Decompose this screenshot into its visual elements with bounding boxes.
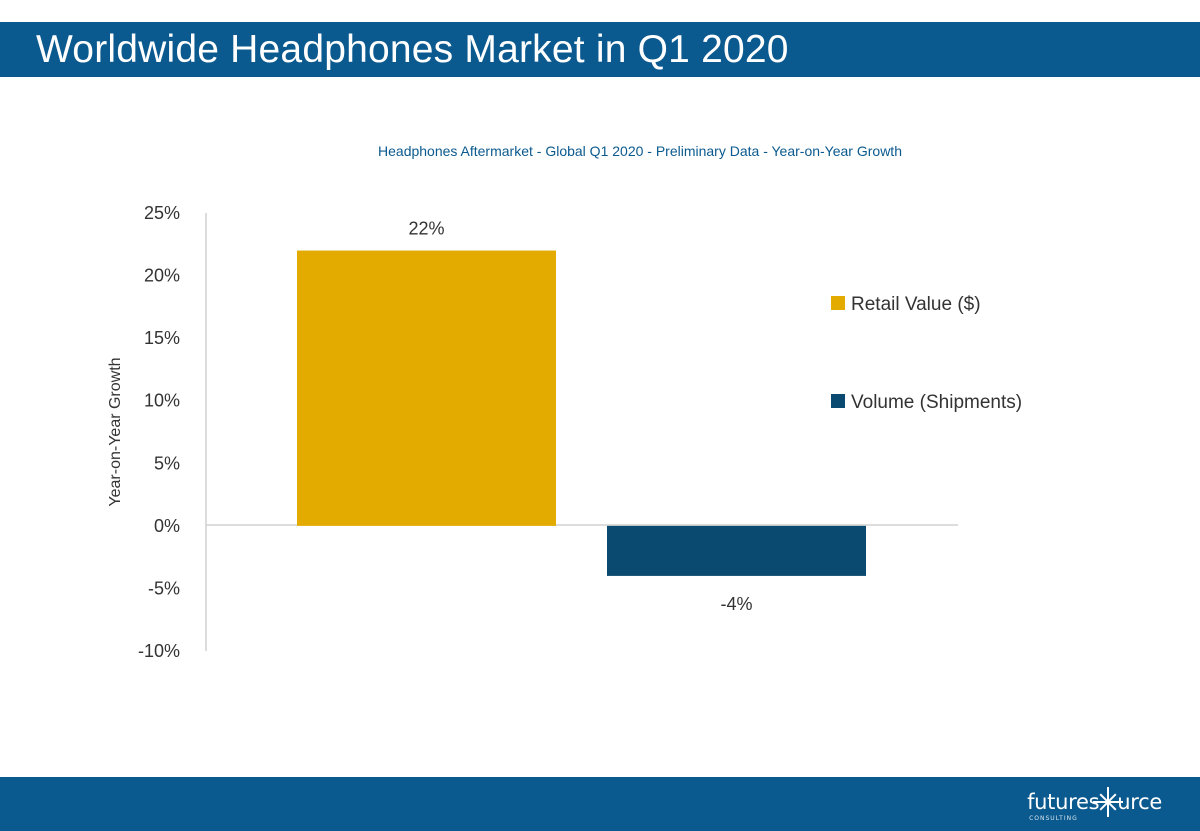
- bar-data-label: -4%: [720, 594, 752, 614]
- logo-subtitle: CONSULTING: [1029, 815, 1078, 822]
- bars: [297, 250, 866, 576]
- y-tick-label: -5%: [148, 578, 180, 598]
- legend-swatch: [831, 394, 845, 408]
- bar-labels: 22% -4%: [408, 219, 752, 614]
- footer-bar: futures urce CONSULTING: [0, 777, 1200, 831]
- y-tick-label: 10%: [144, 391, 180, 411]
- logo-text-a: futures: [1027, 790, 1100, 814]
- y-tick-label: -10%: [138, 641, 180, 661]
- y-tick-label: 5%: [154, 453, 180, 473]
- y-tick-label: 20%: [144, 266, 180, 286]
- logo-text-b: urce: [1117, 790, 1162, 814]
- star-icon: [1099, 787, 1117, 817]
- legend: Retail Value ($) Volume (Shipments): [831, 294, 1022, 413]
- bar-volume-shipments: [607, 525, 866, 576]
- bar-retail-value: [297, 250, 556, 526]
- bar-data-label: 22%: [408, 219, 444, 239]
- futuresource-logo: futures urce CONSULTING: [1027, 787, 1162, 822]
- legend-label: Volume (Shipments): [851, 392, 1022, 413]
- y-tick-label: 0%: [154, 516, 180, 536]
- y-axis-label: Year-on-Year Growth: [107, 357, 124, 506]
- y-tick-label: 15%: [144, 328, 180, 348]
- chart-title: Headphones Aftermarket - Global Q1 2020 …: [378, 143, 902, 159]
- y-ticks: 25% 20% 15% 10% 5% 0% -5% -10%: [138, 203, 180, 661]
- y-tick-label: 25%: [144, 203, 180, 223]
- legend-label: Retail Value ($): [851, 294, 981, 315]
- page-title: Worldwide Headphones Market in Q1 2020: [36, 28, 789, 71]
- legend-swatch: [831, 296, 845, 310]
- title-bar: Worldwide Headphones Market in Q1 2020: [0, 22, 1200, 77]
